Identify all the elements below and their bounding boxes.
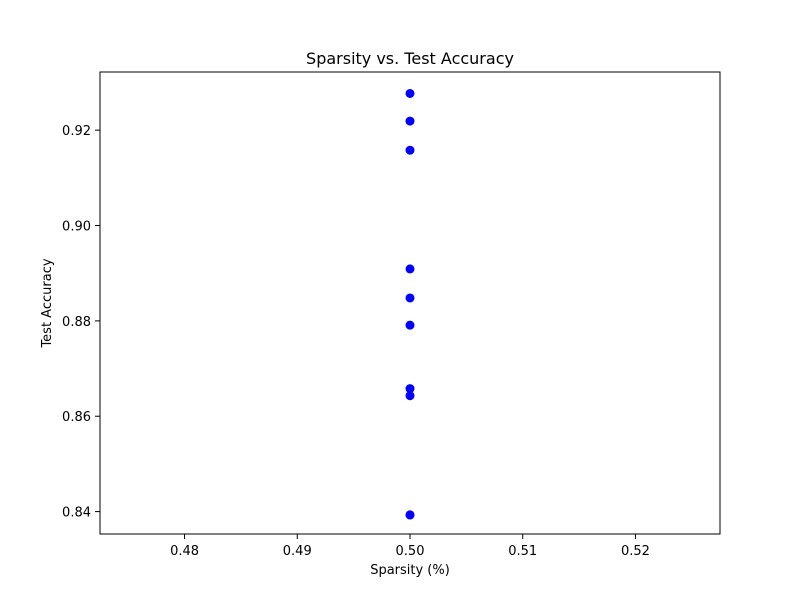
x-tick-label: 0.51 bbox=[508, 544, 537, 559]
y-tick-label: 0.84 bbox=[62, 506, 91, 521]
y-tick-label: 0.88 bbox=[62, 315, 91, 330]
data-point bbox=[405, 320, 415, 330]
data-point bbox=[405, 384, 415, 394]
chart-title: Sparsity vs. Test Accuracy bbox=[306, 49, 514, 68]
y-tick-label: 0.92 bbox=[62, 124, 91, 139]
y-tick-label: 0.90 bbox=[62, 220, 91, 235]
y-axis-ticks: 0.84 0.86 0.88 0.90 0.92 bbox=[62, 124, 100, 521]
y-axis-label: Test Accuracy bbox=[40, 258, 55, 348]
data-point bbox=[405, 510, 415, 520]
data-point bbox=[405, 88, 415, 98]
x-tick-label: 0.52 bbox=[621, 544, 650, 559]
data-point bbox=[405, 391, 415, 401]
data-points bbox=[405, 88, 415, 520]
data-point bbox=[405, 264, 415, 274]
x-tick-label: 0.48 bbox=[170, 544, 199, 559]
plot-area-frame bbox=[99, 71, 721, 535]
x-tick-label: 0.50 bbox=[396, 544, 425, 559]
y-tick-label: 0.86 bbox=[62, 410, 91, 425]
x-axis-label: Sparsity (%) bbox=[370, 563, 450, 578]
data-point bbox=[405, 116, 415, 126]
data-point bbox=[405, 293, 415, 303]
x-axis-ticks: 0.48 0.49 0.50 0.51 0.52 bbox=[170, 534, 650, 559]
data-point bbox=[405, 145, 415, 155]
x-tick-label: 0.49 bbox=[283, 544, 312, 559]
